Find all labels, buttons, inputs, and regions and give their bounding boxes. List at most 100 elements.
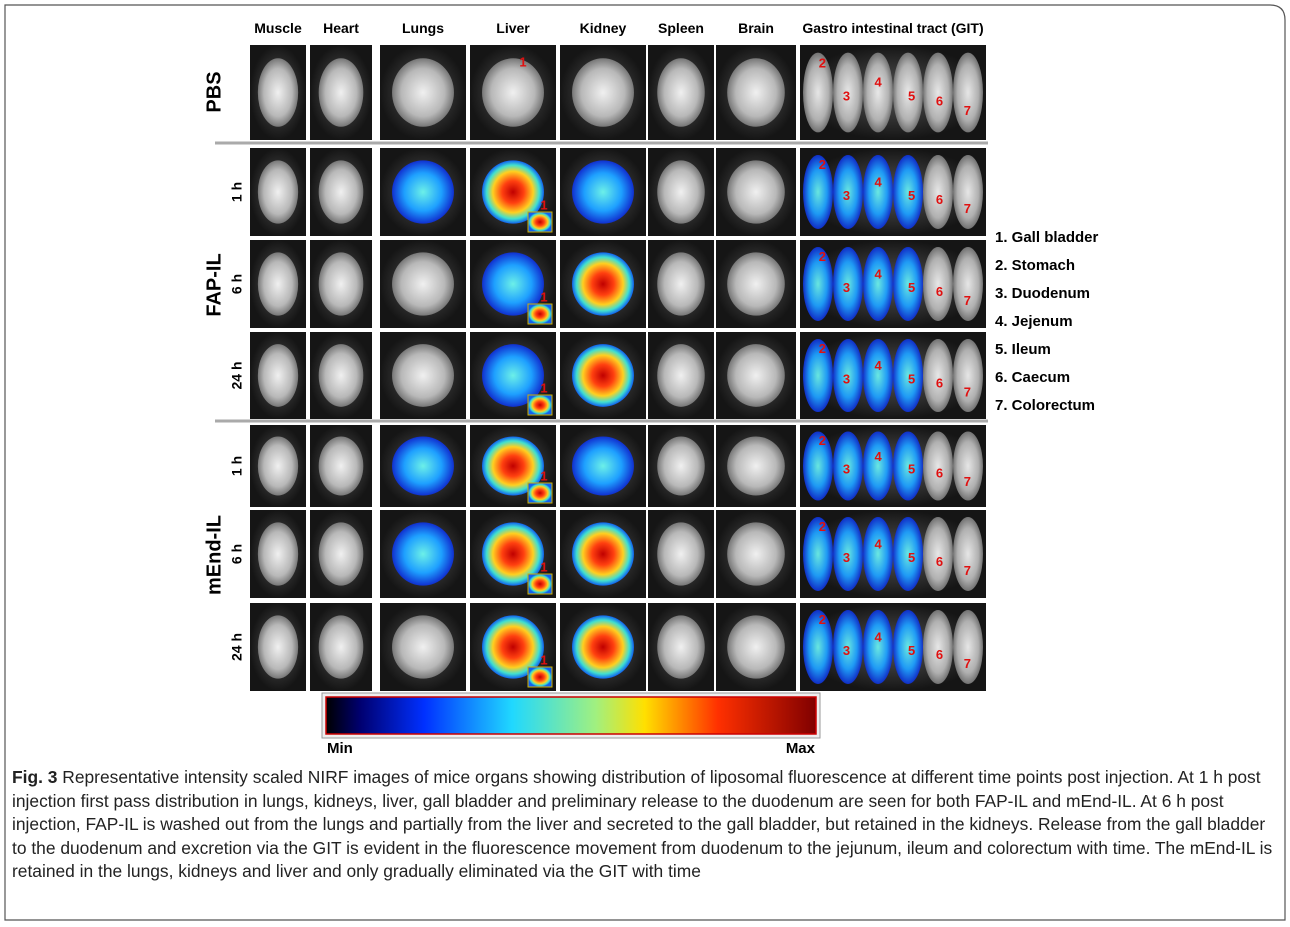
git-marker: 5 <box>908 188 915 203</box>
gall-bladder-inset <box>528 574 552 594</box>
git-marker: 4 <box>875 537 883 552</box>
liver-marker: 1 <box>540 197 547 212</box>
intestine <box>863 339 893 412</box>
organ <box>572 252 634 315</box>
organ <box>258 522 298 585</box>
legend-entry: 2. Stomach <box>995 257 1075 274</box>
git-marker: 7 <box>964 384 971 399</box>
column-header: Gastro intestinal tract (GIT) <box>802 20 983 36</box>
column-header: Kidney <box>580 20 627 36</box>
column-header: Brain <box>738 20 774 36</box>
organ <box>258 160 298 223</box>
organ <box>258 344 298 407</box>
column-header: Muscle <box>254 20 302 36</box>
organ <box>727 344 785 407</box>
time-label: 6 h <box>229 274 245 294</box>
organ <box>572 615 634 678</box>
git-marker: 7 <box>964 201 971 216</box>
liver-marker: 1 <box>540 468 547 483</box>
git-marker: 7 <box>964 293 971 308</box>
group-label: mEnd-IL <box>203 515 225 595</box>
organ <box>727 436 785 495</box>
git-marker: 6 <box>936 93 943 108</box>
git-marker: 5 <box>908 280 915 295</box>
organ <box>727 58 785 126</box>
organ <box>727 252 785 315</box>
intestine <box>863 610 893 684</box>
gall-bladder-inset <box>528 304 552 324</box>
column-header: Heart <box>323 20 359 36</box>
organ <box>392 522 454 585</box>
organ <box>657 436 705 495</box>
organ <box>657 58 705 126</box>
organ <box>727 160 785 223</box>
group-label: FAP-IL <box>203 253 225 316</box>
git-marker: 6 <box>936 647 943 662</box>
organ <box>319 522 364 585</box>
organ <box>258 252 298 315</box>
git-marker: 3 <box>843 280 850 295</box>
organ <box>258 58 298 126</box>
organ <box>572 58 634 126</box>
legend-entry: 1. Gall bladder <box>995 229 1099 246</box>
organ <box>657 522 705 585</box>
organ <box>727 615 785 678</box>
organ <box>319 344 364 407</box>
git-marker: 4 <box>875 358 883 373</box>
organ <box>572 436 634 495</box>
liver-marker: 1 <box>540 289 547 304</box>
git-marker: 3 <box>843 371 850 386</box>
git-marker: 2 <box>819 433 826 448</box>
time-label: 1 h <box>229 456 245 476</box>
organ <box>392 436 454 495</box>
column-header: Spleen <box>658 20 704 36</box>
legend-entry: 4. Jejenum <box>995 313 1073 330</box>
gall-bladder-inset <box>528 212 552 232</box>
organ <box>657 344 705 407</box>
git-marker: 6 <box>936 284 943 299</box>
git-marker: 6 <box>936 466 943 481</box>
caption: Fig. 3 Representative intensity scaled N… <box>12 766 1274 884</box>
column-header: Liver <box>496 20 530 36</box>
git-marker: 6 <box>936 192 943 207</box>
time-label: 6 h <box>229 544 245 564</box>
git-marker: 5 <box>908 371 915 386</box>
organ <box>392 160 454 223</box>
intestine <box>863 432 893 501</box>
organ <box>319 615 364 678</box>
organ <box>319 58 364 126</box>
intestine <box>953 339 983 412</box>
organ <box>657 160 705 223</box>
git-marker: 6 <box>936 554 943 569</box>
caption-label: Fig. 3 <box>12 767 57 787</box>
git-marker: 5 <box>908 462 915 477</box>
git-marker: 2 <box>819 55 826 70</box>
git-marker: 4 <box>875 630 883 645</box>
organ <box>572 344 634 407</box>
legend-entry: 5. Ileum <box>995 341 1051 358</box>
colorbar-min: Min <box>327 740 353 757</box>
legend-entry: 3. Duodenum <box>995 285 1090 302</box>
intestine <box>953 247 983 321</box>
organ <box>727 522 785 585</box>
organ <box>572 522 634 585</box>
legend-entry: 7. Colorectum <box>995 397 1095 414</box>
intestine <box>953 155 983 229</box>
organ <box>392 344 454 407</box>
organ <box>319 160 364 223</box>
git-marker: 3 <box>843 643 850 658</box>
organ <box>482 58 544 126</box>
git-marker: 5 <box>908 89 915 104</box>
git-marker: 3 <box>843 462 850 477</box>
intestine <box>953 53 983 133</box>
git-marker: 2 <box>819 612 826 627</box>
git-marker: 2 <box>819 341 826 356</box>
group-label: PBS <box>203 71 225 112</box>
git-marker: 4 <box>875 74 883 89</box>
intestine <box>863 155 893 229</box>
git-marker: 7 <box>964 656 971 671</box>
git-marker: 7 <box>964 563 971 578</box>
organ <box>657 615 705 678</box>
colorbar <box>326 697 816 734</box>
git-marker: 6 <box>936 376 943 391</box>
